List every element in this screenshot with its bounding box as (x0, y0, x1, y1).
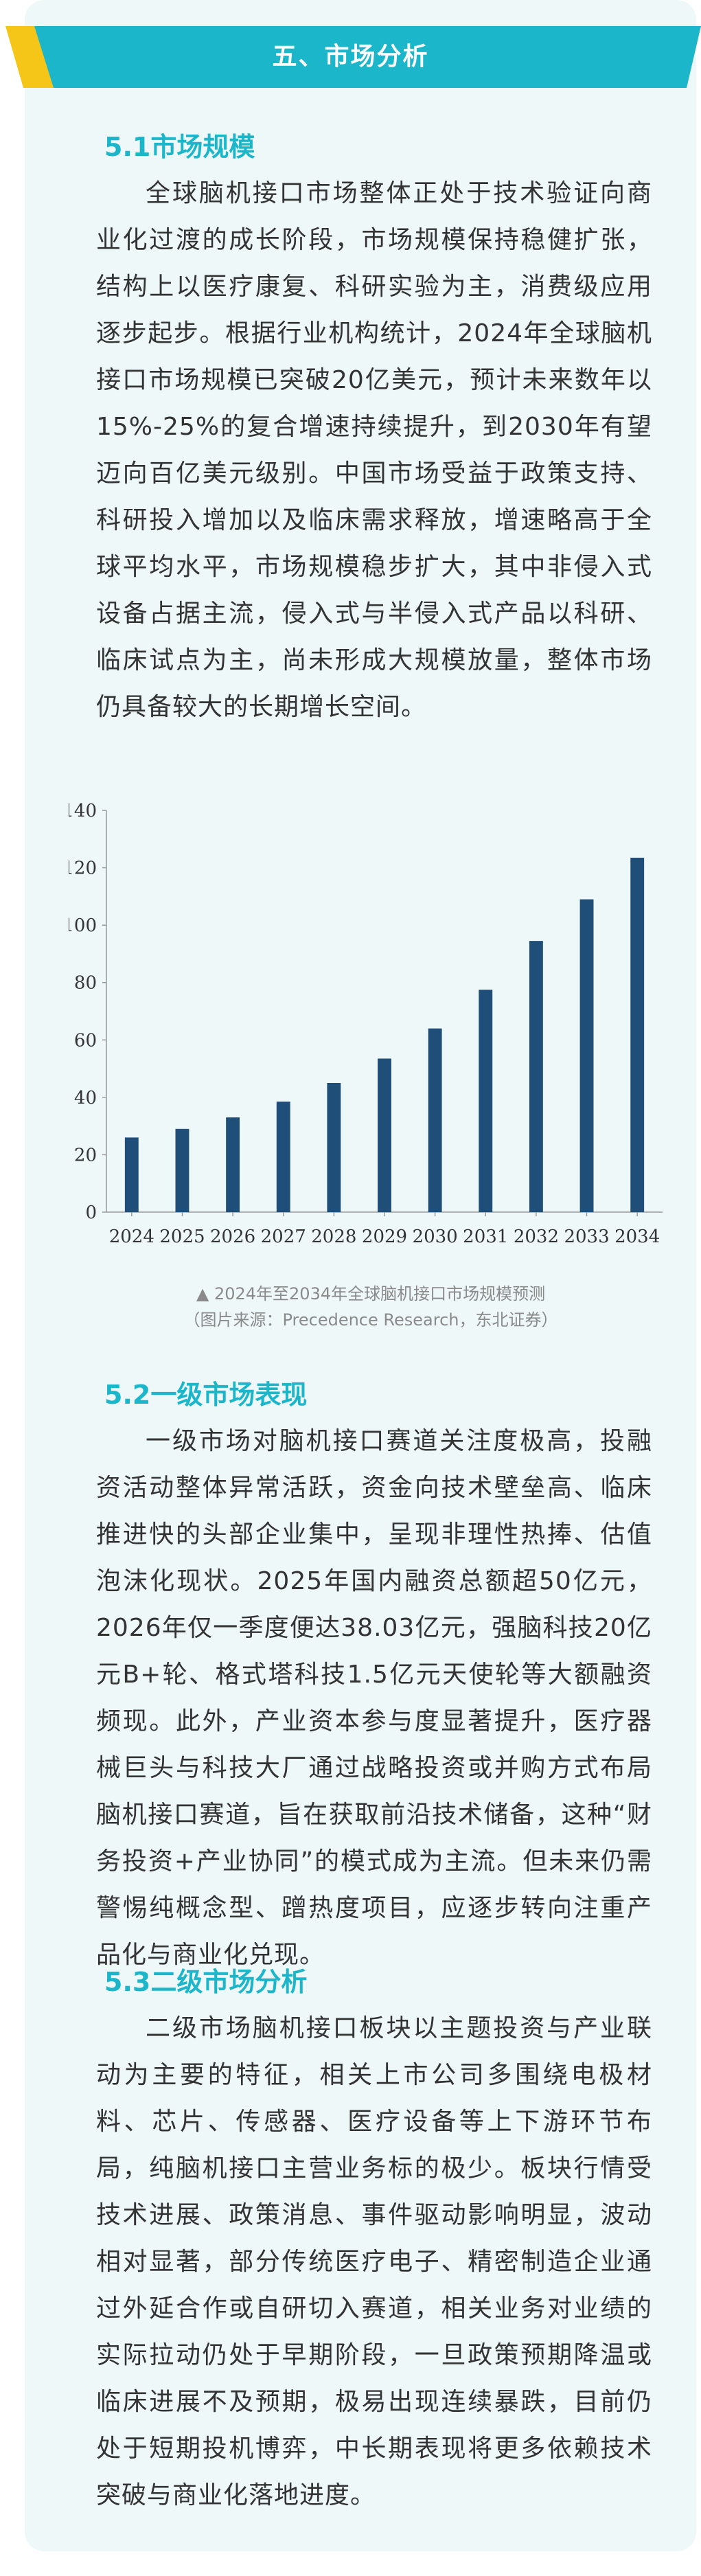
x-tick-label: 2025 (159, 1227, 205, 1247)
bar-2025 (175, 1128, 189, 1212)
paragraph-market-size: 全球脑机接口市场整体正处于技术验证向商业化过渡的成长阶段，市场规模保持稳健扩张，… (96, 179, 652, 721)
x-tick-label: 2032 (514, 1227, 559, 1247)
y-tick-label: 0 (85, 1202, 97, 1223)
x-tick-label: 2034 (614, 1227, 660, 1247)
y-tick-label: 60 (74, 1030, 97, 1051)
x-tick-label: 2024 (109, 1227, 154, 1247)
chart-axes: 0 20 40 60 80 100 120 140 (69, 801, 663, 1223)
bar-2028 (327, 1082, 341, 1212)
chart-x-labels: 2024 2025 2026 2027 2028 2029 2030 2031 2032 2033… (109, 1227, 660, 1247)
x-tick-label: 2027 (261, 1227, 306, 1247)
bar-2032 (529, 941, 543, 1212)
bar-2030 (428, 1028, 442, 1212)
page-background (25, 0, 696, 2551)
x-tick-label: 2028 (311, 1227, 356, 1247)
bar-2031 (479, 990, 493, 1212)
bar-2026 (226, 1117, 240, 1212)
market-size-bar-chart: 020406080100120140 202420252026202720282… (69, 801, 663, 1247)
chart-caption-title: ▲ 2024年至2034年全球脑机接口市场规模预测 (196, 1284, 546, 1303)
chart-caption-source: （图片来源：Precedence Research，东北证券） (183, 1310, 558, 1330)
y-tick-label: 100 (69, 915, 97, 936)
bar-2033 (579, 899, 594, 1212)
section-heading-primary-market: 5.2一级市场表现 (104, 1380, 308, 1410)
y-tick-label: 80 (74, 973, 97, 994)
bar-2024 (124, 1137, 139, 1212)
section-heading-secondary-market: 5.3二级市场分析 (104, 1967, 308, 1997)
x-tick-label: 2031 (463, 1227, 508, 1247)
y-tick-label: 20 (74, 1145, 97, 1165)
banner-title: 五、市场分析 (272, 43, 429, 71)
paragraph-secondary-market: 二级市场脑机接口板块以主题投资与产业联动为主要的特征，相关上市公司多围绕电极材料… (96, 2014, 652, 2509)
y-tick-label: 140 (69, 801, 97, 821)
x-tick-label: 2029 (362, 1227, 407, 1247)
bar-2034 (630, 857, 645, 1212)
chart-bars (124, 857, 645, 1212)
x-tick-label: 2030 (413, 1227, 458, 1247)
section-heading-market-size: 5.1市场规模 (104, 132, 255, 162)
banner-accent-stripe (5, 26, 57, 88)
y-tick-label: 120 (69, 858, 97, 879)
x-tick-label: 2033 (564, 1227, 609, 1247)
section-banner: 五、市场分析 (0, 26, 701, 88)
banner-fill (34, 26, 701, 88)
bar-2027 (276, 1102, 290, 1212)
bar-2029 (378, 1058, 391, 1212)
banner-shape (5, 26, 701, 88)
y-tick-label: 40 (74, 1088, 97, 1108)
paragraph-primary-market: 一级市场对脑机接口赛道关注度极高，投融资活动整体异常活跃，资金向技术壁垒高、临床… (96, 1427, 652, 1969)
x-tick-label: 2026 (210, 1227, 255, 1247)
